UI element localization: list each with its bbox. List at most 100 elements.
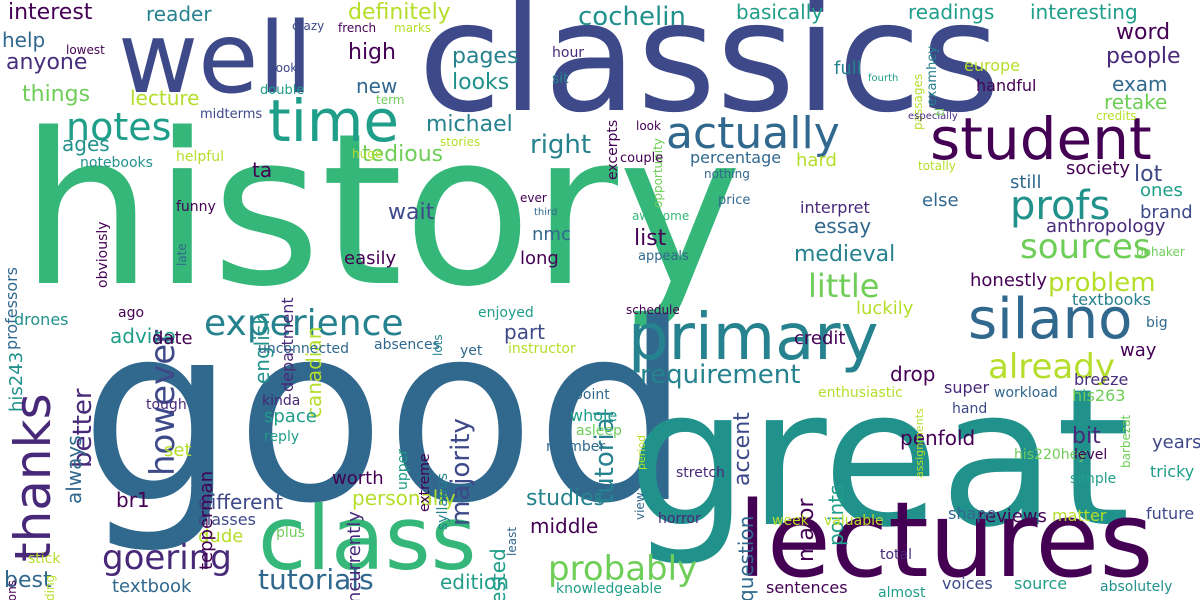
word: definitely bbox=[348, 0, 451, 25]
word: europe bbox=[964, 56, 1020, 75]
word: tedious bbox=[362, 142, 444, 167]
word: ages bbox=[62, 132, 110, 156]
word: period bbox=[635, 434, 648, 470]
word: ta bbox=[252, 158, 273, 182]
word: sit bbox=[552, 71, 569, 87]
word: long bbox=[520, 248, 559, 269]
word: nothing bbox=[704, 167, 750, 181]
word: term bbox=[376, 93, 405, 107]
word: goering bbox=[102, 538, 232, 578]
word: easily bbox=[344, 248, 397, 269]
word: experience bbox=[204, 303, 404, 344]
word: set bbox=[164, 440, 192, 461]
word: profs bbox=[1010, 183, 1111, 229]
word: basically bbox=[736, 0, 824, 24]
word: lots bbox=[431, 334, 445, 356]
word: years bbox=[1152, 432, 1200, 453]
word: barbezat bbox=[1119, 414, 1133, 468]
word: essay bbox=[814, 214, 872, 238]
word: especially bbox=[908, 111, 958, 122]
word: instructor bbox=[508, 341, 576, 357]
word: asleep bbox=[576, 423, 622, 439]
word: lowest bbox=[66, 43, 105, 57]
word: bohaker bbox=[1136, 245, 1185, 259]
word: hard bbox=[796, 150, 837, 171]
word: handful bbox=[976, 76, 1037, 95]
word: lecture bbox=[130, 86, 200, 110]
word: textbooks bbox=[1072, 290, 1151, 309]
word: stretch bbox=[676, 465, 725, 481]
word: bit bbox=[1072, 424, 1101, 449]
word: unconnected bbox=[258, 341, 350, 357]
word: late bbox=[175, 243, 189, 266]
word: ever bbox=[520, 191, 547, 205]
word: personally bbox=[352, 486, 456, 510]
word: thanks bbox=[4, 393, 62, 562]
word: nmc bbox=[532, 224, 571, 245]
word: little bbox=[808, 267, 880, 305]
word: tl bbox=[933, 107, 947, 116]
word: advice bbox=[110, 324, 176, 348]
word: question bbox=[734, 515, 758, 600]
word: credit bbox=[794, 328, 846, 349]
word: way bbox=[1120, 340, 1157, 361]
word: workload bbox=[994, 385, 1058, 401]
word: luckily bbox=[856, 298, 914, 319]
word: high bbox=[348, 40, 396, 65]
word: problem bbox=[1048, 268, 1156, 298]
word: actually bbox=[666, 108, 840, 159]
word: brand bbox=[1140, 202, 1193, 223]
word: readings bbox=[908, 0, 995, 24]
word: space bbox=[264, 406, 317, 427]
word: totally bbox=[918, 159, 956, 173]
word: penfold bbox=[900, 426, 976, 450]
word: source bbox=[1014, 574, 1068, 593]
word: drop bbox=[890, 362, 936, 386]
word: things bbox=[22, 82, 91, 107]
word: examhey bbox=[925, 45, 940, 106]
word: understanding bbox=[43, 575, 57, 600]
word: interpret bbox=[800, 198, 870, 217]
word: fourth bbox=[868, 73, 899, 84]
word: full bbox=[834, 58, 862, 79]
word: his243 bbox=[6, 351, 27, 412]
word: obviously bbox=[95, 221, 111, 288]
word: stories bbox=[440, 135, 481, 149]
word: lectures bbox=[738, 479, 1154, 600]
word: middle bbox=[530, 514, 599, 538]
word: anthropology bbox=[1046, 216, 1166, 237]
word: appeals bbox=[638, 249, 689, 264]
word: his220hey bbox=[1014, 447, 1087, 463]
word: major bbox=[794, 498, 819, 562]
word: dude bbox=[198, 526, 244, 547]
word: future bbox=[1146, 504, 1195, 523]
word: time bbox=[268, 87, 400, 155]
word: funny bbox=[176, 199, 216, 215]
word: credits bbox=[1096, 109, 1137, 123]
word: simple bbox=[1070, 471, 1117, 487]
word: best bbox=[4, 568, 52, 593]
word: assignments bbox=[913, 408, 926, 478]
word: requirement bbox=[640, 360, 801, 390]
word: reviews bbox=[978, 506, 1047, 527]
word: double bbox=[260, 83, 305, 98]
word: knowledgeable bbox=[556, 581, 662, 597]
word: pages bbox=[452, 44, 519, 69]
word: big bbox=[1146, 315, 1168, 331]
word: absolutely bbox=[1100, 579, 1173, 595]
word: list bbox=[634, 226, 667, 251]
word: sources bbox=[1020, 227, 1151, 267]
word: total bbox=[880, 547, 913, 563]
word: valuable bbox=[824, 513, 884, 529]
word: super bbox=[944, 378, 990, 397]
word: absences bbox=[374, 337, 440, 353]
word: edition bbox=[440, 570, 509, 594]
word: awesome bbox=[632, 209, 690, 223]
word: tutorials bbox=[258, 563, 374, 596]
word: new bbox=[356, 74, 398, 98]
word: voices bbox=[942, 574, 993, 593]
word: book bbox=[268, 61, 298, 75]
word: stick bbox=[28, 551, 61, 567]
word: textbook bbox=[112, 576, 192, 597]
word: matter bbox=[1052, 506, 1107, 525]
